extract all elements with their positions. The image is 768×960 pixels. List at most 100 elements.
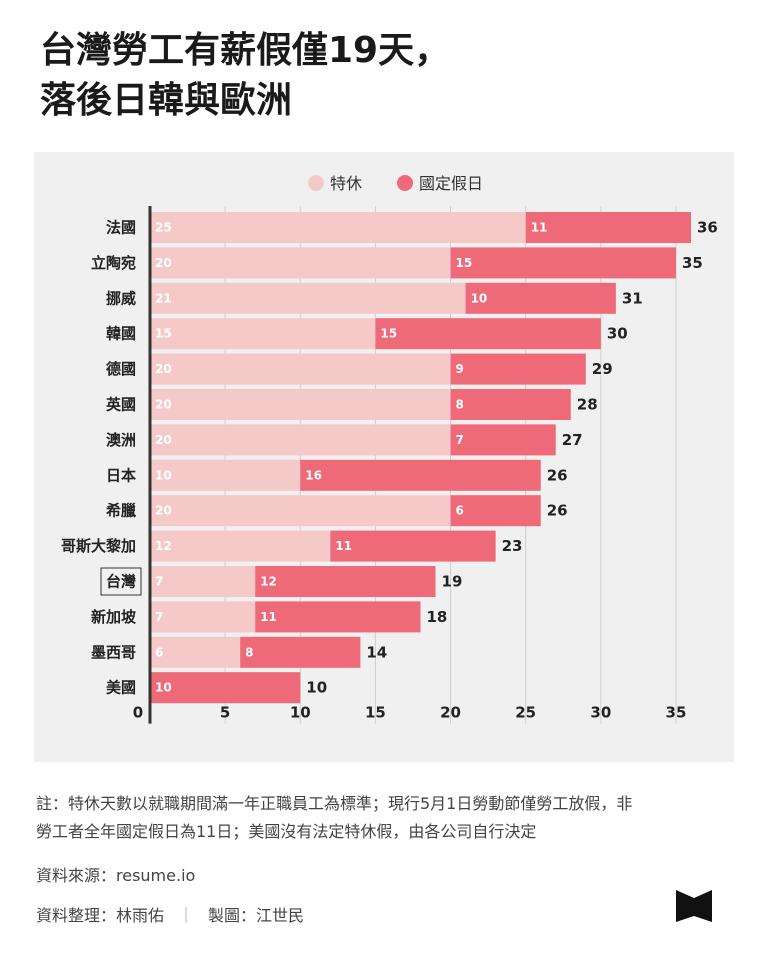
bar-annual-leave [150,601,256,633]
bar-label-public-holiday: 15 [380,327,397,341]
credit-separator: ｜ [178,906,195,925]
total-label: 26 [547,466,568,484]
bar-public-holiday [450,495,541,527]
category-label: 法國 [106,219,136,237]
x-tick-label: 30 [590,704,611,722]
bar-public-holiday [375,318,601,350]
category-label: 希臘 [106,502,136,520]
total-label: 28 [577,396,598,414]
bar-annual-leave [150,212,526,243]
total-label: 31 [622,289,643,307]
bar-label-public-holiday: 8 [456,398,464,412]
category-label: 立陶宛 [91,254,136,272]
bar-label-public-holiday: 10 [471,291,488,305]
bar-public-holiday [255,601,421,633]
total-label: 26 [547,502,568,520]
bar-annual-leave [150,424,451,456]
footnote-line-2: 勞工者全年國定假日為11日；美國沒有法定特休假，由各公司自行決定 [36,822,537,841]
legend-label-public-holiday: 國定假日 [419,174,483,193]
bar-annual-leave [150,247,451,279]
page-title: 台灣勞工有薪假僅19天， 落後日韓與歐洲 [40,26,450,126]
bar-label-public-holiday: 7 [456,433,464,447]
highlight-box [100,567,142,596]
legend-swatch-public-holiday [397,175,413,191]
category-label: 澳洲 [106,431,136,449]
bar-public-holiday [450,424,556,456]
x-tick-label: 0 [133,704,143,722]
bar-public-holiday [450,247,676,279]
total-label: 30 [607,325,628,343]
bar-annual-leave [150,353,451,385]
category-label: 墨西哥 [91,643,136,661]
x-tick-label: 15 [365,704,386,722]
category-label: 日本 [106,466,136,484]
bar-label-annual-leave: 15 [155,327,172,341]
bar-label-annual-leave: 25 [155,221,172,235]
x-tick-label: 10 [290,704,311,722]
total-label: 27 [562,431,583,449]
footnote-line-1: 註：特休天數以就職期間滿一年正職員工為標準；現行5月1日勞動節僅勞工放假，非 [36,794,633,813]
total-label: 36 [697,219,718,237]
x-tick-label: 20 [440,704,461,722]
x-tick-label: 35 [666,704,687,722]
total-label: 35 [682,254,703,272]
bar-label-public-holiday: 9 [456,362,464,376]
bar-annual-leave [150,318,376,350]
bar-label-public-holiday: 12 [260,575,277,589]
bar-public-holiday [255,566,436,597]
category-label: 美國 [106,679,136,697]
title-line-2: 落後日韓與歐洲 [40,80,293,121]
bar-label-annual-leave: 6 [155,645,163,659]
bar-public-holiday [525,212,691,243]
category-label: 台灣 [106,573,136,591]
bar-public-holiday [240,636,361,668]
bar-label-public-holiday: 8 [245,645,253,659]
footnote: 註：特休天數以就職期間滿一年正職員工為標準；現行5月1日勞動節僅勞工放假，非 勞… [36,790,736,846]
bar-public-holiday [450,389,571,420]
bar-label-public-holiday: 11 [260,610,277,624]
total-label: 19 [442,573,463,591]
bar-label-annual-leave: 10 [155,468,172,482]
bar-public-holiday [150,672,301,704]
bar-public-holiday [300,459,541,491]
bar-label-annual-leave: 20 [155,256,172,270]
bar-annual-leave [150,282,466,314]
category-label: 挪威 [106,289,136,307]
category-label: 韓國 [106,325,136,343]
credit-compiled: 資料整理：林雨佑 [36,906,165,925]
bar-label-public-holiday: 10 [155,681,172,695]
bar-annual-leave [150,530,331,562]
bar-label-annual-leave: 7 [155,575,163,589]
bar-annual-leave [150,495,451,527]
credit-design: 製圖：江世民 [208,906,305,925]
category-label: 新加坡 [91,608,136,626]
bar-label-public-holiday: 6 [456,504,464,518]
bar-annual-leave [150,459,301,491]
bar-public-holiday [465,282,616,314]
total-label: 23 [502,537,523,555]
bar-public-holiday [330,530,496,562]
total-label: 10 [306,679,327,697]
category-label: 德國 [106,360,136,378]
x-tick-label: 5 [220,704,230,722]
bar-annual-leave [150,636,241,668]
bar-label-annual-leave: 20 [155,398,172,412]
bar-label-annual-leave: 20 [155,362,172,376]
x-tick-label: 25 [515,704,536,722]
bar-annual-leave [150,389,451,420]
bar-label-public-holiday: 15 [456,256,473,270]
bar-label-annual-leave: 12 [155,539,172,553]
data-source: 資料來源：resume.io [36,866,196,885]
total-label: 18 [427,608,448,626]
bar-annual-leave [150,566,256,597]
credits: 資料整理：林雨佑 ｜ 製圖：江世民 [36,902,304,926]
category-label: 哥斯大黎加 [61,537,136,555]
legend-swatch-annual-leave [308,175,324,191]
bar-label-public-holiday: 11 [531,221,548,235]
bar-label-public-holiday: 16 [305,468,322,482]
bar-label-annual-leave: 20 [155,433,172,447]
legend-label-annual-leave: 特休 [330,174,362,193]
book-logo-icon [676,890,712,922]
total-label: 14 [366,643,387,661]
